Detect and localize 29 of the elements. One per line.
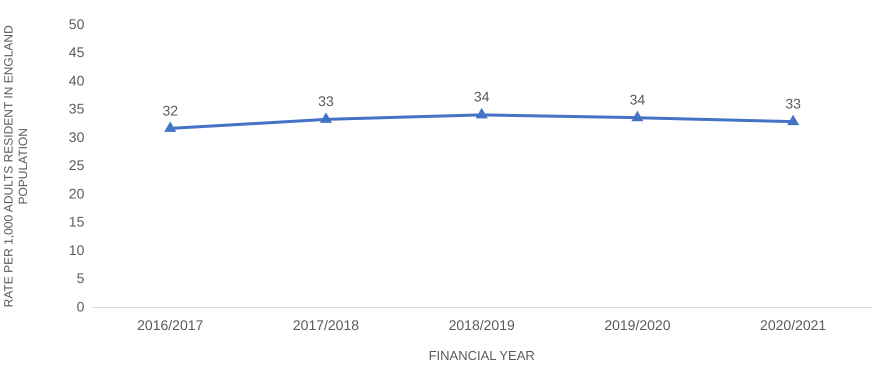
- y-tick-label: 30: [68, 128, 85, 145]
- data-label: 34: [474, 88, 490, 105]
- x-tick-label: 2018/2019: [448, 316, 515, 333]
- point: [165, 122, 176, 132]
- x-tick-label: 2016/2017: [137, 316, 204, 333]
- data-label: 34: [630, 92, 646, 108]
- text: POPULATION: [16, 128, 30, 205]
- y-tick-label: 35: [68, 100, 85, 117]
- x-axis-title: FINANCIAL YEAR: [428, 348, 535, 363]
- data-label: 33: [318, 93, 334, 110]
- x-tick-label: 2019/2020: [604, 316, 671, 333]
- x-tick-label: 2020/2021: [760, 316, 826, 333]
- point: [476, 109, 487, 118]
- y-tick-label: 10: [68, 242, 85, 258]
- point: [320, 114, 331, 123]
- y-tick-label: 25: [68, 157, 85, 174]
- x-tick-label: 2017/2018: [292, 316, 360, 333]
- data-label: 33: [785, 96, 802, 112]
- y-tick-label: 5: [76, 270, 85, 286]
- y-tick-label: 20: [68, 185, 85, 202]
- y-tick-label: 0: [76, 298, 85, 314]
- data-label: 32: [162, 102, 178, 118]
- y-tick-label: 15: [68, 214, 85, 230]
- y-tick-label: 50: [68, 16, 85, 32]
- y-tick-label: 45: [68, 44, 85, 60]
- point: [632, 112, 642, 122]
- text: RATE PER 1,000 ADULTS RESIDENT IN ENGLAND: [2, 25, 16, 308]
- point: [788, 116, 798, 126]
- y-tick-label: 40: [68, 72, 85, 88]
